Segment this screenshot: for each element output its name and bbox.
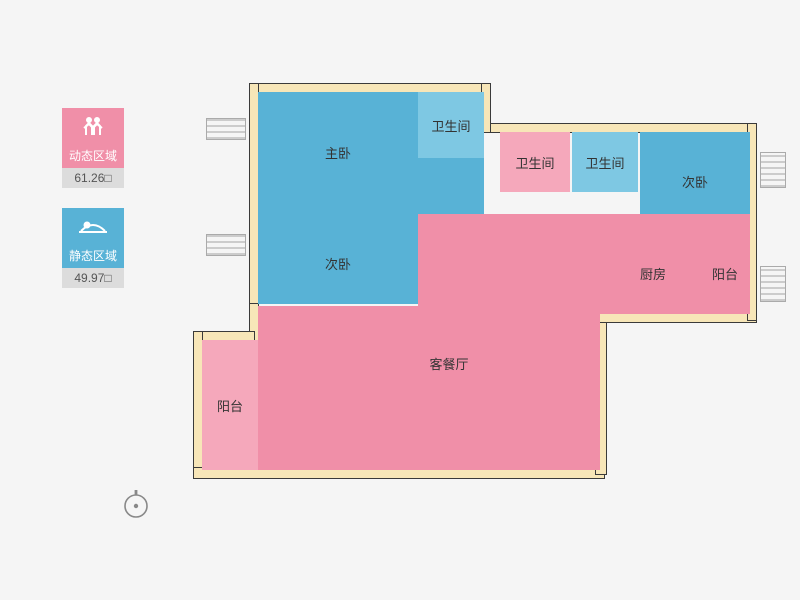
- wall-segment: [250, 84, 258, 306]
- wall-segment: [250, 84, 490, 92]
- legend-static: 静态区域 49.97□: [62, 208, 124, 288]
- room-label: 次卧: [682, 172, 708, 191]
- room-label: 客餐厅: [429, 354, 468, 373]
- legend-dynamic-label: 动态区域: [62, 144, 124, 168]
- legend-static-value: 49.97□: [62, 268, 124, 288]
- room-label: 厨房: [640, 264, 666, 283]
- room-balcony-1: 阳台: [202, 340, 258, 470]
- room-bedroom-3: 次卧: [258, 222, 418, 304]
- hatch-panel: [760, 266, 786, 302]
- hatch-panel: [760, 152, 786, 188]
- room-label: 阳台: [712, 264, 738, 283]
- room-label: 阳台: [217, 396, 243, 415]
- compass-icon: [120, 488, 152, 520]
- wall-segment: [490, 124, 756, 132]
- room-label: 卫生间: [515, 153, 554, 172]
- wall-segment: [596, 314, 756, 322]
- room-bath-3: 卫生间: [572, 132, 638, 192]
- hatch-panel: [206, 234, 246, 256]
- room-label: 主卧: [325, 143, 351, 162]
- room-living: 客餐厅: [258, 306, 600, 470]
- people-icon: [62, 108, 124, 144]
- room-living-ext2: [418, 214, 488, 314]
- legend-dynamic: 动态区域 61.26□: [62, 108, 124, 188]
- room-label: 卫生间: [431, 116, 470, 135]
- wall-segment: [194, 332, 254, 340]
- wall-segment: [194, 332, 202, 476]
- room-living-ext: [484, 214, 750, 314]
- room-label: 次卧: [325, 254, 351, 273]
- room-bath-2: 卫生间: [500, 132, 570, 192]
- legend: 动态区域 61.26□ 静态区域 49.97□: [62, 108, 124, 308]
- room-master-bedroom: 主卧: [258, 92, 418, 222]
- room-bath-1: 卫生间: [418, 92, 484, 158]
- floorplan: 主卧卫生间卫生间卫生间次卧次卧厨房阳台客餐厅阳台: [180, 70, 760, 510]
- legend-dynamic-value: 61.26□: [62, 168, 124, 188]
- hatch-panel: [206, 118, 246, 140]
- room-label: 卫生间: [585, 153, 624, 172]
- legend-static-label: 静态区域: [62, 244, 124, 268]
- sleep-icon: [62, 208, 124, 244]
- room-corridor: [418, 158, 484, 214]
